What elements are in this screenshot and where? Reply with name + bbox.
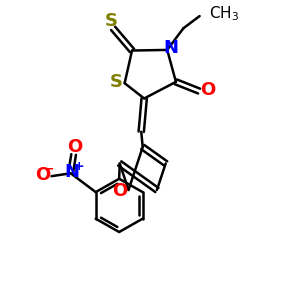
Text: CH$_3$: CH$_3$ [209, 4, 239, 22]
Text: N: N [64, 163, 80, 181]
Text: N: N [163, 40, 178, 58]
Text: S: S [110, 73, 123, 91]
Text: S: S [105, 12, 118, 30]
Text: O: O [68, 138, 83, 156]
Text: O: O [112, 182, 127, 200]
Text: O: O [200, 81, 215, 99]
Text: +: + [74, 160, 84, 173]
Text: −: − [43, 162, 54, 176]
Text: O: O [35, 166, 50, 184]
